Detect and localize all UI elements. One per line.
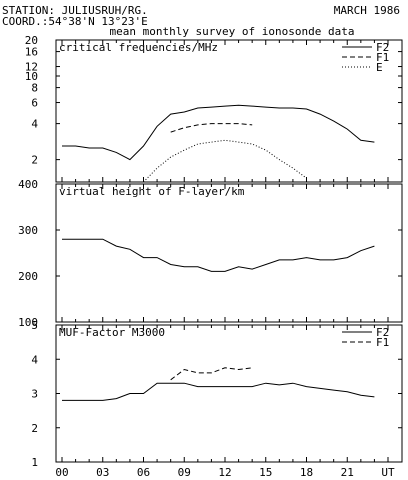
panel-title: MUF-Factor M3000 (59, 326, 165, 339)
coord-label: COORD.:54°38'N 13°23'E (2, 15, 148, 28)
y-tick-label: 3 (31, 388, 38, 401)
x-tick-label: 06 (137, 466, 150, 479)
x-tick-label: 21 (341, 466, 354, 479)
x-tick-label: 03 (96, 466, 109, 479)
date-label: MARCH 1986 (334, 4, 400, 17)
series-line (170, 123, 253, 133)
series-line (62, 104, 375, 161)
legend-label: F1 (376, 51, 389, 64)
y-tick-label: 10 (25, 70, 38, 83)
y-tick-label: 2 (31, 154, 38, 167)
y-tick-label: 4 (31, 118, 38, 131)
series-line (62, 382, 375, 401)
x-tick-label: 18 (300, 466, 313, 479)
y-tick-label: 400 (18, 178, 38, 191)
x-tick-label: 00 (55, 466, 68, 479)
panel-frame (55, 324, 403, 463)
panel-frame (55, 39, 403, 183)
x-tick-label: 12 (218, 466, 231, 479)
panel-frame (55, 183, 403, 323)
y-tick-label: 100 (18, 316, 38, 329)
chart-panels: critical frequencies/MHz246810121620F2F1… (18, 34, 403, 479)
legend-label: F2 (376, 326, 389, 339)
y-tick-label: 20 (25, 34, 38, 47)
y-tick-label: 16 (25, 46, 38, 59)
legend-label: F1 (376, 336, 389, 349)
station-label: STATION: JULIUSRUH/RG. (2, 4, 148, 17)
x-tick-label: UT (381, 466, 395, 479)
y-tick-label: 6 (31, 97, 38, 110)
legend-label: E (376, 61, 383, 74)
y-tick-label: 1 (31, 456, 38, 469)
y-tick-label: 4 (31, 353, 38, 366)
panel-title: critical frequencies/MHz (59, 41, 218, 54)
series-line (62, 238, 375, 272)
y-tick-label: 5 (31, 319, 38, 332)
x-tick-label: 09 (178, 466, 191, 479)
panel-title: virtual height of F-layer/km (59, 185, 245, 198)
y-tick-label: 2 (31, 422, 38, 435)
y-tick-label: 200 (18, 270, 38, 283)
series-line (143, 139, 307, 183)
y-tick-label: 8 (31, 82, 38, 95)
survey-label: mean monthly survey of ionosonde data (109, 25, 354, 38)
y-tick-label: 12 (25, 61, 38, 74)
series-line (170, 367, 253, 381)
x-tick-label: 15 (259, 466, 272, 479)
y-tick-label: 300 (18, 224, 38, 237)
legend-label: F2 (376, 41, 389, 54)
